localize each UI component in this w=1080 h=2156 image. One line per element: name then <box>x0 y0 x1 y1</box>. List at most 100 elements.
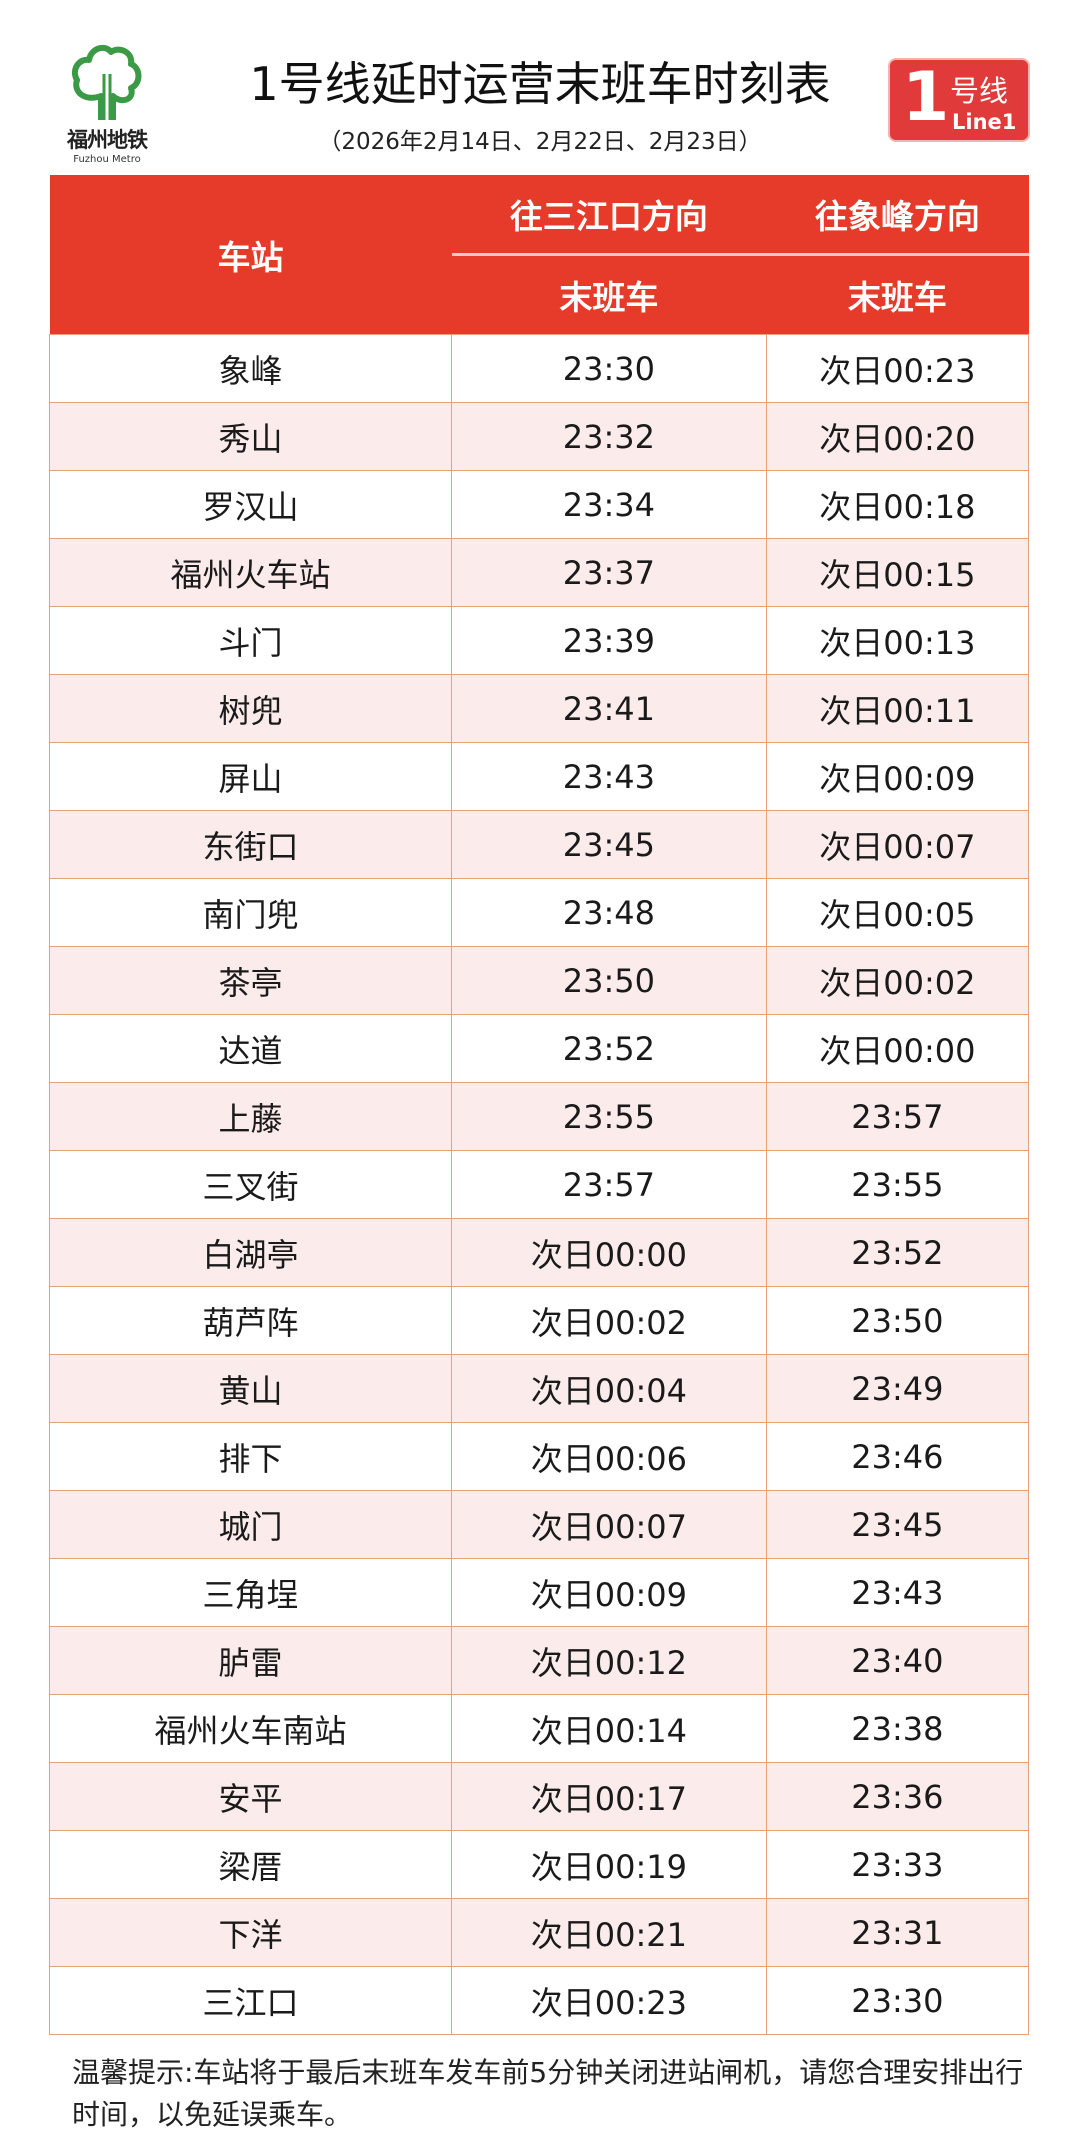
table-row: 三角埕 次日00:09 23:43 <box>49 1558 1030 1627</box>
last-train-to-xiangfeng: 次日00:05 <box>765 878 1030 947</box>
station-name: 秀山 <box>49 402 452 471</box>
table-row: 达道 23:52 次日00:00 <box>49 1014 1030 1083</box>
header-dir-sanjiangkou: 往三江口方向 <box>451 175 767 255</box>
table-row: 树兜 23:41 次日00:11 <box>49 674 1030 743</box>
timetable: 车站 往三江口方向 往象峰方向 末班车 末班车 象峰 23:30 次日00:23 秀山… <box>49 175 1030 2035</box>
table-row: 城门 次日00:07 23:45 <box>49 1490 1030 1559</box>
last-train-to-xiangfeng: 23:31 <box>765 1898 1030 1967</box>
table-row: 象峰 23:30 次日00:23 <box>49 334 1030 403</box>
table-row: 梁厝 次日00:19 23:33 <box>49 1830 1030 1899</box>
last-train-to-sanjiangkou: 23:57 <box>451 1150 767 1219</box>
last-train-to-sanjiangkou: 23:50 <box>451 946 767 1015</box>
page-title: 1号线延时运营末班车时刻表 <box>249 57 831 111</box>
logo-name-en: Fuzhou Metro <box>73 154 141 165</box>
last-train-to-xiangfeng: 次日00:11 <box>765 674 1030 743</box>
station-name: 上藤 <box>49 1082 452 1151</box>
fuzhou-metro-logo: 福州地铁 Fuzhou Metro <box>52 44 162 165</box>
last-train-to-sanjiangkou: 次日00:06 <box>451 1422 767 1491</box>
table-row: 三叉街 23:57 23:55 <box>49 1150 1030 1219</box>
station-name: 福州火车南站 <box>49 1694 452 1763</box>
station-name: 下洋 <box>49 1898 452 1967</box>
last-train-to-sanjiangkou: 23:41 <box>451 674 767 743</box>
last-train-to-sanjiangkou: 次日00:02 <box>451 1286 767 1355</box>
header-last-train-2: 末班车 <box>766 253 1029 335</box>
last-train-to-sanjiangkou: 次日00:23 <box>451 1966 767 2035</box>
table-row: 下洋 次日00:21 23:31 <box>49 1898 1030 1967</box>
last-train-to-sanjiangkou: 次日00:14 <box>451 1694 767 1763</box>
station-name: 三江口 <box>49 1966 452 2035</box>
last-train-to-xiangfeng: 23:57 <box>765 1082 1030 1151</box>
last-train-to-xiangfeng: 次日00:00 <box>765 1014 1030 1083</box>
table-row: 安平 次日00:17 23:36 <box>49 1762 1030 1831</box>
station-name: 福州火车站 <box>49 538 452 607</box>
station-name: 树兜 <box>49 674 452 743</box>
station-name: 达道 <box>49 1014 452 1083</box>
header-last-train-1: 末班车 <box>451 253 767 335</box>
last-train-to-sanjiangkou: 次日00:21 <box>451 1898 767 1967</box>
station-name: 葫芦阵 <box>49 1286 452 1355</box>
table-row: 福州火车站 23:37 次日00:15 <box>49 538 1030 607</box>
line-number: 1 <box>902 58 950 137</box>
station-name: 罗汉山 <box>49 470 452 539</box>
table-row: 东街口 23:45 次日00:07 <box>49 810 1030 879</box>
station-name: 安平 <box>49 1762 452 1831</box>
last-train-to-sanjiangkou: 次日00:12 <box>451 1626 767 1695</box>
table-row: 茶亭 23:50 次日00:02 <box>49 946 1030 1015</box>
last-train-to-sanjiangkou: 23:34 <box>451 470 767 539</box>
station-name: 胪雷 <box>49 1626 452 1695</box>
last-train-to-xiangfeng: 23:49 <box>765 1354 1030 1423</box>
station-name: 茶亭 <box>49 946 452 1015</box>
page-subtitle: （2026年2月14日、2月22日、2月23日） <box>318 129 762 155</box>
table-row: 葫芦阵 次日00:02 23:50 <box>49 1286 1030 1355</box>
table-row: 排下 次日00:06 23:46 <box>49 1422 1030 1491</box>
last-train-to-xiangfeng: 23:33 <box>765 1830 1030 1899</box>
last-train-to-xiangfeng: 次日00:18 <box>765 470 1030 539</box>
last-train-to-xiangfeng: 次日00:09 <box>765 742 1030 811</box>
last-train-to-xiangfeng: 23:43 <box>765 1558 1030 1627</box>
last-train-to-xiangfeng: 次日00:15 <box>765 538 1030 607</box>
station-name: 黄山 <box>49 1354 452 1423</box>
last-train-to-sanjiangkou: 23:55 <box>451 1082 767 1151</box>
last-train-to-xiangfeng: 23:52 <box>765 1218 1030 1287</box>
station-name: 城门 <box>49 1490 452 1559</box>
last-train-to-sanjiangkou: 次日00:07 <box>451 1490 767 1559</box>
last-train-to-xiangfeng: 23:50 <box>765 1286 1030 1355</box>
table-row: 黄山 次日00:04 23:49 <box>49 1354 1030 1423</box>
last-train-to-sanjiangkou: 23:37 <box>451 538 767 607</box>
last-train-to-sanjiangkou: 次日00:19 <box>451 1830 767 1899</box>
last-train-to-xiangfeng: 次日00:13 <box>765 606 1030 675</box>
last-train-to-sanjiangkou: 次日00:17 <box>451 1762 767 1831</box>
last-train-to-sanjiangkou: 23:52 <box>451 1014 767 1083</box>
table-row: 秀山 23:32 次日00:20 <box>49 402 1030 471</box>
line-badge: 1 号线 Line1 <box>888 58 1030 142</box>
table-row: 罗汉山 23:34 次日00:18 <box>49 470 1030 539</box>
line-label-en: Line1 <box>952 110 1017 134</box>
last-train-to-sanjiangkou: 次日00:00 <box>451 1218 767 1287</box>
last-train-to-xiangfeng: 23:38 <box>765 1694 1030 1763</box>
table-row: 南门兜 23:48 次日00:05 <box>49 878 1030 947</box>
last-train-to-sanjiangkou: 23:43 <box>451 742 767 811</box>
station-name: 排下 <box>49 1422 452 1491</box>
last-train-to-xiangfeng: 次日00:02 <box>765 946 1030 1015</box>
table-row: 斗门 23:39 次日00:13 <box>49 606 1030 675</box>
last-train-to-xiangfeng: 23:36 <box>765 1762 1030 1831</box>
table-row: 屏山 23:43 次日00:09 <box>49 742 1030 811</box>
tree-logo-icon <box>71 44 142 120</box>
last-train-to-sanjiangkou: 23:48 <box>451 878 767 947</box>
header-dir-xiangfeng: 往象峰方向 <box>766 175 1029 255</box>
station-name: 屏山 <box>49 742 452 811</box>
last-train-to-xiangfeng: 次日00:20 <box>765 402 1030 471</box>
table-row: 三江口 次日00:23 23:30 <box>49 1966 1030 2035</box>
last-train-to-sanjiangkou: 23:45 <box>451 810 767 879</box>
station-name: 白湖亭 <box>49 1218 452 1287</box>
last-train-to-sanjiangkou: 次日00:09 <box>451 1558 767 1627</box>
reminder-note: 温馨提示:车站将于最后末班车发车前5分钟关闭进站闸机，请您合理安排出行时间，以免… <box>72 2056 1024 2131</box>
table-row: 上藤 23:55 23:57 <box>49 1082 1030 1151</box>
logo-name-cn: 福州地铁 <box>67 128 148 152</box>
line-label-cn: 号线 <box>950 74 1009 108</box>
table-row: 胪雷 次日00:12 23:40 <box>49 1626 1030 1695</box>
last-train-to-sanjiangkou: 23:32 <box>451 402 767 471</box>
station-name: 东街口 <box>49 810 452 879</box>
header-station: 车站 <box>49 175 452 335</box>
last-train-to-sanjiangkou: 23:39 <box>451 606 767 675</box>
